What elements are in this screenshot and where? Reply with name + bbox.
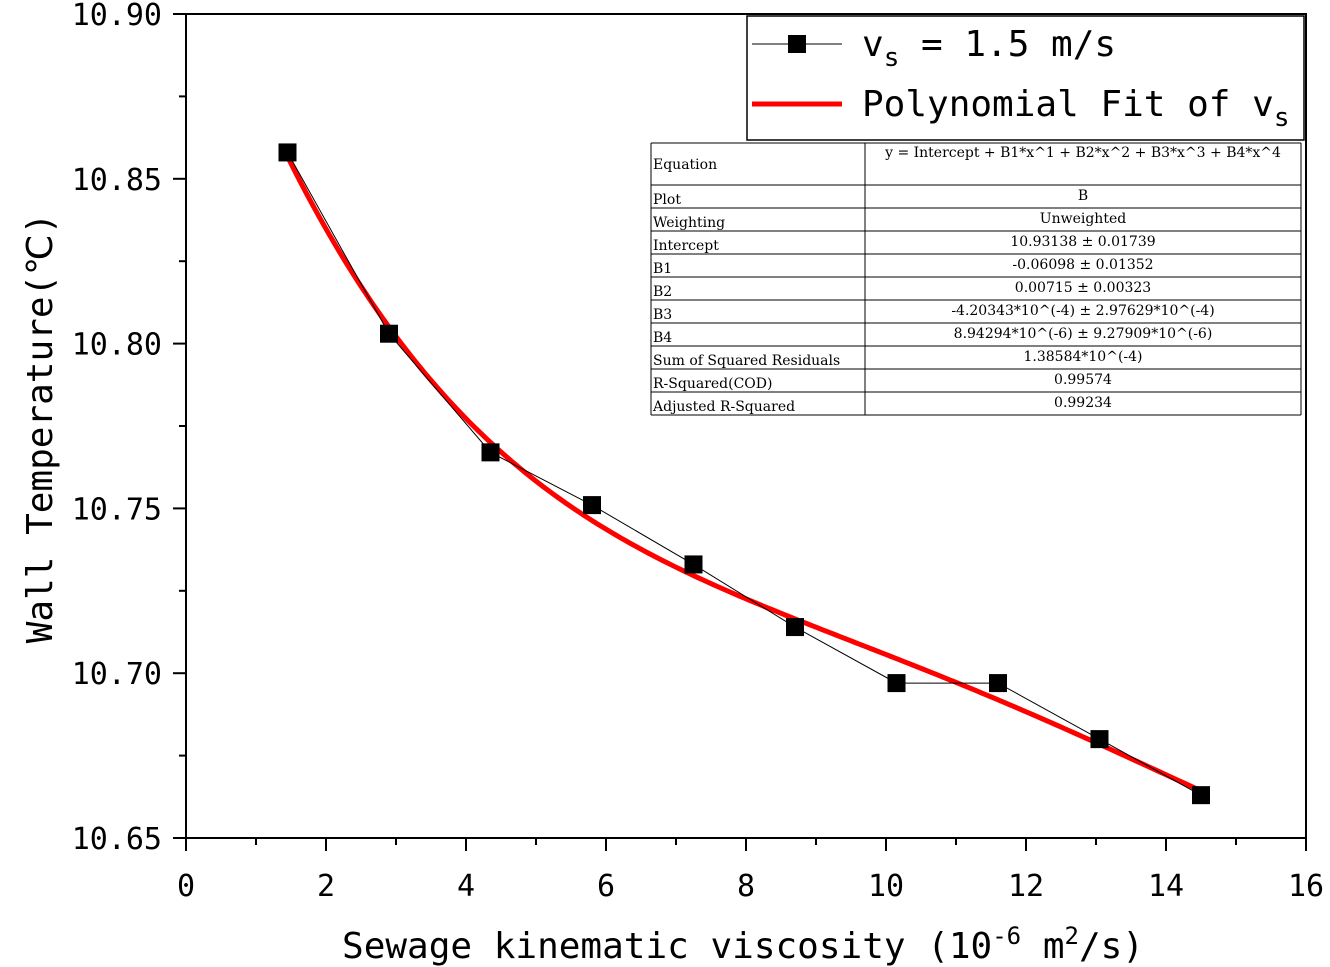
stats-table-bg [651,143,1301,415]
stats-row-label: Plot [653,192,681,208]
stats-row-value: 1.38584*10^(-4) [1024,349,1143,365]
stats-row-label: B2 [653,284,672,300]
stats-row-value: -0.06098 ± 0.01352 [1012,257,1153,273]
y-tick-label: 10.90 [72,0,162,33]
stats-row-label: Intercept [653,238,719,254]
legend-box [746,15,1305,141]
y-tick-label: 10.80 [72,328,162,363]
stats-row-value: Unweighted [1040,211,1126,227]
x-tick-label: 6 [597,869,615,904]
x-tick-label: 12 [1008,869,1044,904]
y-tick-label: 10.70 [72,657,162,692]
x-tick-label: 16 [1288,869,1324,904]
stats-row-value: 0.00715 ± 0.00323 [1015,280,1151,296]
stats-row-label: B1 [653,261,672,277]
legend-fit-label: Polynomial Fit of vs [862,84,1289,133]
stats-table: Equation y = Intercept + B1*x^1 + B2*x^2 … [650,142,1302,416]
stats-row-value: B [1078,188,1088,204]
y-tick-label: 10.65 [72,822,162,857]
data-point [786,618,804,637]
stats-row-value: 0.99574 [1054,372,1112,388]
data-point [1090,730,1109,749]
stats-row-label: Weighting [653,215,725,231]
stats-row-value: -4.20343*10^(-4) ± 2.97629*10^(-4) [951,303,1214,319]
x-axis-title: Sewage kinematic viscosity (10-6 m2/s) [342,922,1144,967]
x-tick-label: 14 [1148,869,1184,904]
x-tick-label: 4 [457,869,475,904]
legend-series-label: vs = 1.5 m/s [862,24,1116,73]
stats-row-label: B4 [653,330,672,346]
x-tick-label: 2 [317,869,335,904]
data-point [481,443,500,462]
stats-row-label: B3 [653,307,672,323]
stats-row-label: Sum of Squared Residuals [653,353,840,369]
stats-row-value: 10.93138 ± 0.01739 [1010,234,1155,250]
series-line [287,152,1202,796]
data-point [380,324,398,343]
x-tick-label: 10 [868,869,904,904]
y-tick-label: 10.75 [72,492,162,527]
data-point [989,674,1007,693]
data-point [684,555,703,574]
x-tick-label: 0 [177,869,195,904]
data-point [1192,786,1210,805]
legend-series-marker [788,35,806,53]
axes: 0 2 4 6 8 10 12 14 16 10.65 10.70 10.75 10.80 10.85 10… [72,0,1324,904]
legend: vs = 1.5 m/s Polynomial Fit of vs [746,15,1305,141]
stats-row-value: 0.99234 [1054,395,1112,411]
stats-row-label: R-Squared(COD) [653,376,772,392]
series-layer [278,143,1210,805]
stats-row-value: y = Intercept + B1*x^1 + B2*x^2 + B3*x^3… [884,145,1281,161]
x-tick-label: 8 [737,869,755,904]
data-point [583,496,601,515]
fit-layer [285,155,1203,794]
stats-row-label: Equation [653,157,717,173]
data-point [278,143,297,162]
y-axis-title: Wall Temperature(℃) [20,213,61,644]
fit-curve [285,155,1203,794]
stats-row-value: 8.94294*10^(-6) ± 9.27909*10^(-6) [954,326,1213,342]
y-tick-label: 10.85 [72,163,162,198]
data-point [887,674,906,693]
stats-row-label: Adjusted R-Squared [652,399,795,415]
